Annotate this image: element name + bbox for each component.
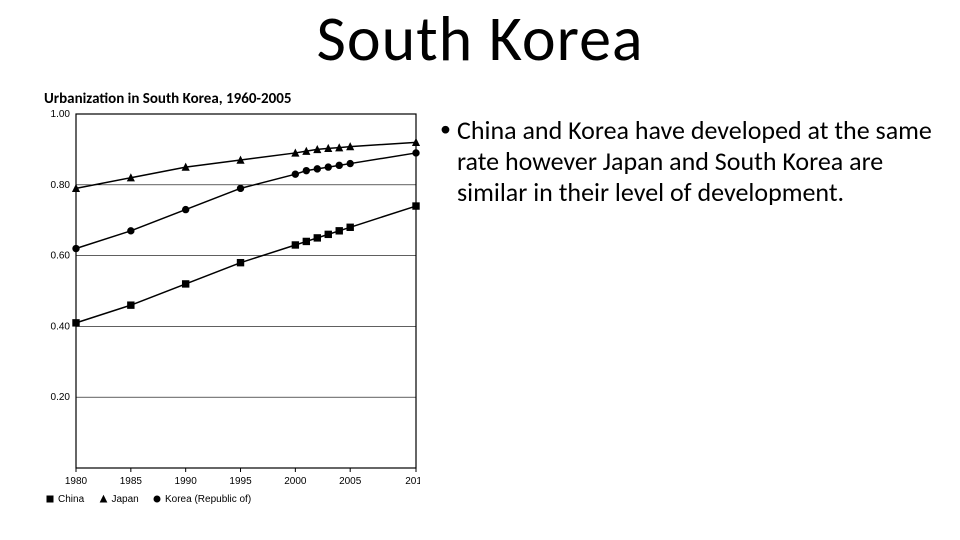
- svg-text:1985: 1985: [120, 476, 143, 487]
- svg-text:1.00: 1.00: [51, 109, 71, 120]
- bullet-text: China and Korea have developed at the sa…: [457, 115, 940, 209]
- bullet-dot-icon: •: [440, 115, 451, 209]
- chart-svg: 0.20 0.40 0.60 0.80 1.00 1980 1985 1990 1995 2000…: [40, 108, 420, 508]
- bullet-text-block: • China and Korea have developed at the …: [440, 115, 940, 209]
- svg-text:1980: 1980: [65, 476, 88, 487]
- svg-text:Korea (Republic of): Korea (Republic of): [165, 494, 251, 505]
- chart-title: Urbanization in South Korea, 1960-2005: [44, 90, 291, 108]
- page-title: South Korea: [0, 0, 960, 78]
- svg-text:0.80: 0.80: [51, 180, 71, 191]
- urbanization-chart: 0.20 0.40 0.60 0.80 1.00 1980 1985 1990 1995 2000…: [40, 108, 420, 508]
- svg-text:1995: 1995: [229, 476, 252, 487]
- svg-text:0.20: 0.20: [51, 392, 71, 403]
- svg-text:2011: 2011: [405, 476, 420, 487]
- svg-text:China: China: [58, 494, 85, 505]
- chart-legend: China Japan Korea (Republic of): [47, 494, 252, 505]
- svg-text:2005: 2005: [339, 476, 362, 487]
- svg-text:1990: 1990: [175, 476, 198, 487]
- svg-text:0.40: 0.40: [51, 321, 71, 332]
- svg-text:2000: 2000: [284, 476, 307, 487]
- svg-text:Japan: Japan: [112, 494, 139, 505]
- svg-text:0.60: 0.60: [51, 251, 71, 262]
